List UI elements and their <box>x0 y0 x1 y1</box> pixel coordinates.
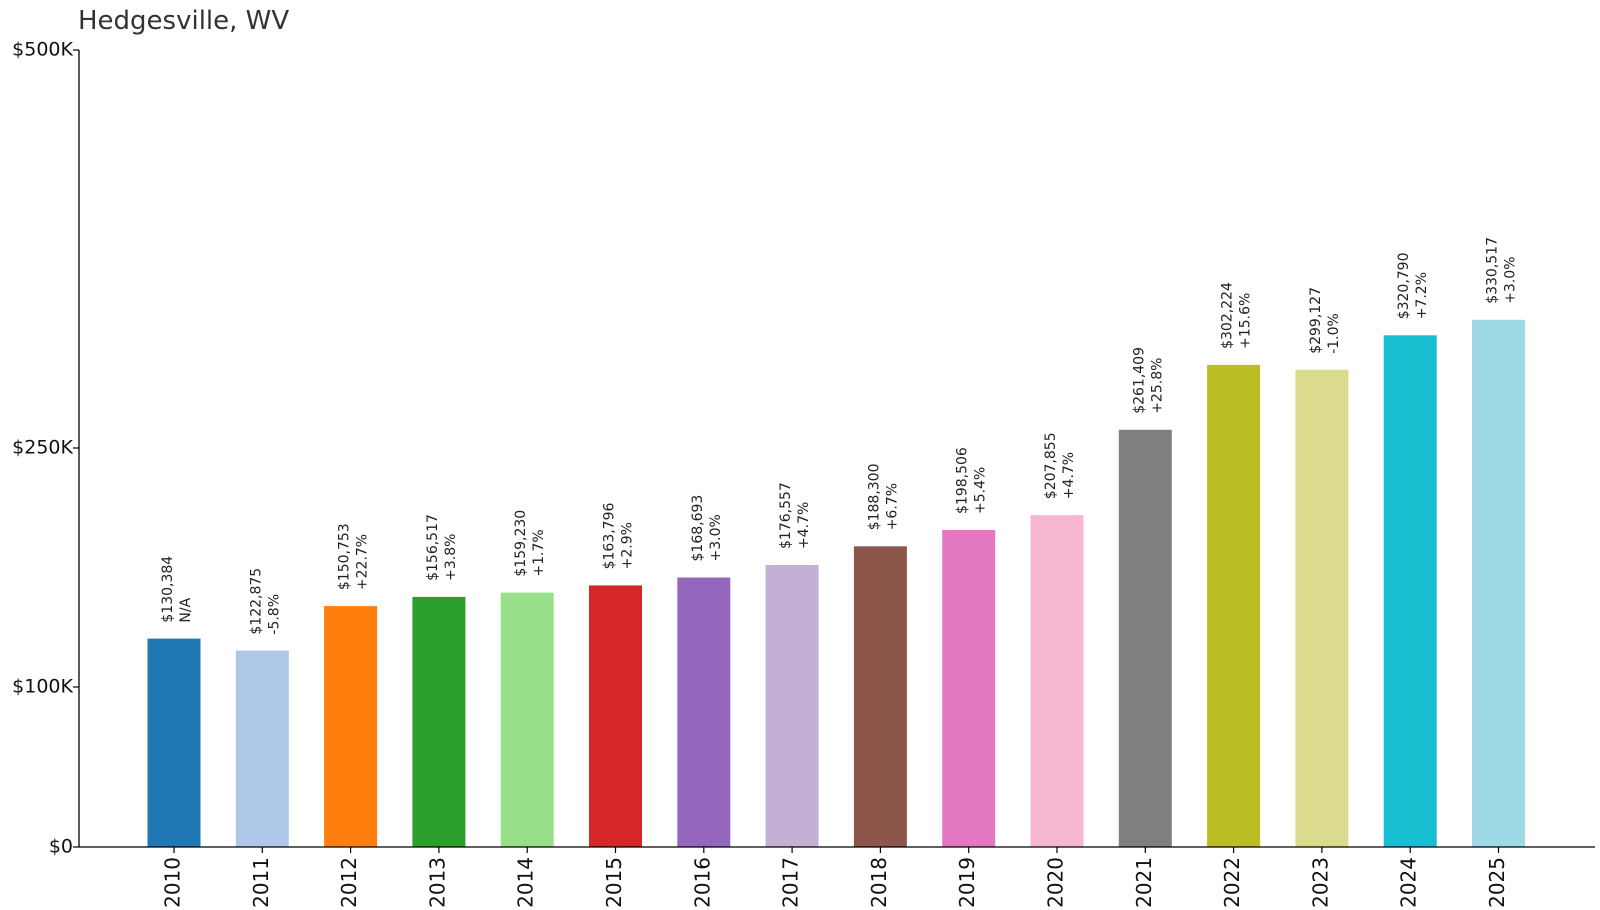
data-label-2025: $330,517 +3.0% <box>1485 237 1519 304</box>
bar-2019 <box>942 530 996 847</box>
value-label-2018: $188,300 <box>866 463 882 530</box>
bar-2025 <box>1472 319 1525 847</box>
change-label-2019: +5.4% <box>973 467 989 514</box>
data-label-2015: $163,796 +2.9% <box>602 503 636 570</box>
y-tick-label-0: $0 <box>49 836 73 858</box>
bar-2016 <box>677 577 731 847</box>
bar-2021 <box>1118 429 1172 847</box>
x-tick-label-2010: 2010 <box>161 857 185 908</box>
x-tick-label-2013: 2013 <box>425 857 449 908</box>
data-label-2023: $299,127 -1.0% <box>1308 287 1342 354</box>
bar-2017 <box>765 565 819 847</box>
change-label-2015: +2.9% <box>620 522 636 569</box>
change-label-2013: +3.8% <box>443 534 459 581</box>
change-label-2011: -5.8% <box>266 594 282 635</box>
data-label-2019: $198,506 +5.4% <box>955 447 989 514</box>
data-label-2018: $188,300 +6.7% <box>866 463 900 530</box>
value-label-2012: $150,753 <box>337 523 353 590</box>
value-label-2017: $176,557 <box>778 482 794 549</box>
value-label-2010: $130,384 <box>160 556 176 623</box>
x-tick-label-2018: 2018 <box>867 857 891 908</box>
data-label-2013: $156,517 +3.8% <box>425 514 459 581</box>
x-tick-label-2022: 2022 <box>1220 857 1244 908</box>
bars-layer <box>147 319 1525 847</box>
value-label-2015: $163,796 <box>602 503 618 570</box>
x-tick-label-2021: 2021 <box>1132 857 1156 908</box>
data-label-2024: $320,790 +7.2% <box>1396 252 1430 319</box>
value-label-2023: $299,127 <box>1308 287 1324 354</box>
data-label-2016: $168,693 +3.0% <box>690 495 724 562</box>
data-label-2020: $207,855 +4.7% <box>1043 432 1077 499</box>
bar-2011 <box>235 650 289 847</box>
x-tick-label-2015: 2015 <box>602 857 626 908</box>
value-label-2011: $122,875 <box>248 568 264 635</box>
change-label-2018: +6.7% <box>884 483 900 530</box>
value-label-2025: $330,517 <box>1485 237 1501 304</box>
value-label-2024: $320,790 <box>1396 252 1412 319</box>
bar-2023 <box>1295 369 1349 847</box>
data-label-2010: $130,384 N/A <box>160 556 194 623</box>
change-label-2022: +15.6% <box>1238 293 1254 349</box>
x-tick-label-2024: 2024 <box>1397 857 1421 908</box>
value-label-2016: $168,693 <box>690 495 706 562</box>
chart-title: Hedgesville, WV <box>78 6 290 36</box>
bar-2018 <box>853 546 907 847</box>
bar-2024 <box>1383 335 1437 847</box>
bar-2010 <box>147 638 201 847</box>
x-tick-label-2017: 2017 <box>779 857 803 908</box>
value-label-2014: $159,230 <box>513 510 529 577</box>
bar-2013 <box>412 596 466 847</box>
change-label-2014: +1.7% <box>531 529 547 576</box>
bar-2012 <box>324 606 378 847</box>
value-label-2013: $156,517 <box>425 514 441 581</box>
data-label-2012: $150,753 +22.7% <box>337 523 371 590</box>
y-tick-label-2: $250K <box>12 437 73 459</box>
x-tick-label-2023: 2023 <box>1308 857 1332 908</box>
bar-2015 <box>589 585 642 847</box>
x-tick-label-2014: 2014 <box>514 857 538 908</box>
change-label-2021: +25.8% <box>1149 358 1165 414</box>
data-label-2011: $122,875 -5.8% <box>248 568 282 635</box>
value-label-2020: $207,855 <box>1043 432 1059 499</box>
change-label-2024: +7.2% <box>1414 272 1430 319</box>
change-label-2016: +3.0% <box>708 514 724 561</box>
data-label-2022: $302,224 +15.6% <box>1220 282 1254 349</box>
x-tick-label-2019: 2019 <box>955 857 979 908</box>
change-label-2010: N/A <box>178 597 194 622</box>
x-tick-label-2012: 2012 <box>337 857 361 908</box>
x-tick-label-2025: 2025 <box>1485 857 1509 908</box>
x-tick-label-2020: 2020 <box>1044 857 1068 908</box>
data-labels-layer: $130,384 N/A $122,875 -5.8%$150,753 +22.7% $1… <box>160 237 1519 635</box>
y-tick-label-3: $500K <box>12 39 73 61</box>
bar-2022 <box>1207 364 1261 847</box>
data-label-2017: $176,557 +4.7% <box>778 482 812 549</box>
data-label-2014: $159,230 +1.7% <box>513 510 547 577</box>
value-label-2022: $302,224 <box>1220 282 1236 349</box>
change-label-2017: +4.7% <box>796 502 812 549</box>
change-label-2012: +22.7% <box>355 534 371 590</box>
value-label-2021: $261,409 <box>1131 347 1147 414</box>
y-tick-label-1: $100K <box>12 676 73 698</box>
change-label-2025: +3.0% <box>1503 256 1519 303</box>
change-label-2023: -1.0% <box>1326 313 1342 354</box>
bar-2020 <box>1030 515 1084 847</box>
x-tick-label-2011: 2011 <box>249 857 273 908</box>
x-tick-label-2016: 2016 <box>690 857 714 908</box>
value-label-2019: $198,506 <box>955 447 971 514</box>
bar-2014 <box>500 592 554 847</box>
change-label-2020: +4.7% <box>1061 452 1077 499</box>
data-label-2021: $261,409 +25.8% <box>1131 347 1165 414</box>
axes-layer: 2010 2011 2012 2013 2014 2015 2016 2017 2018 2019… <box>12 39 1595 908</box>
